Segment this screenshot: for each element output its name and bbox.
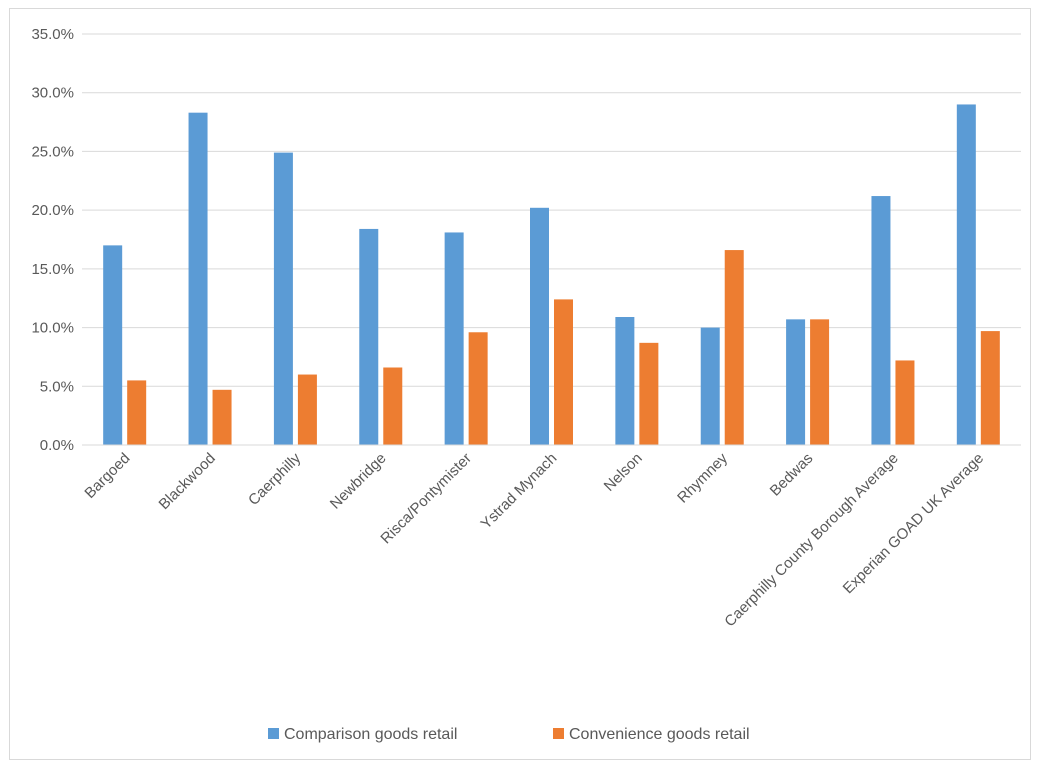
legend-swatch xyxy=(553,728,564,739)
bar-comparison xyxy=(786,319,806,445)
y-tick-label: 30.0% xyxy=(31,85,74,102)
bar-comparison xyxy=(956,104,976,445)
bar-convenience xyxy=(554,299,573,445)
x-tick-label: Risca/Pontymister xyxy=(377,450,474,547)
x-tick-label: Bargoed xyxy=(81,450,133,502)
bar-convenience xyxy=(980,331,1000,445)
y-tick-label: 35.0% xyxy=(31,26,74,43)
y-tick-label: 15.0% xyxy=(31,261,74,278)
bar-convenience xyxy=(639,342,659,445)
x-tick-label: Newbridge xyxy=(327,450,390,513)
legend-swatch xyxy=(268,728,279,739)
x-tick-label: Ystrad Mynach xyxy=(478,450,561,533)
x-tick-label: Rhymney xyxy=(674,449,731,506)
bar-chart: 0.0% 5.0% 10.0% 15.0% 20.0% 25.0% 30.0% 35.0% B… xyxy=(31,26,1021,743)
bar-convenience xyxy=(895,360,915,445)
bar-convenience xyxy=(468,332,488,445)
bar-comparison xyxy=(188,112,208,446)
chart-frame: 0.0% 5.0% 10.0% 15.0% 20.0% 25.0% 30.0% 35.0% B… xyxy=(9,8,1031,760)
y-axis-ticks: 0.0% 5.0% 10.0% 15.0% 20.0% 25.0% 30.0% 35.0% xyxy=(31,26,74,454)
bar-comparison xyxy=(444,232,464,445)
x-axis-ticks: Bargoed Blackwood Caerphilly NewbridgeRisca… xyxy=(81,449,987,630)
bar-convenience xyxy=(297,374,317,445)
bar-comparison xyxy=(871,196,891,445)
legend-label: Comparison goods retail xyxy=(284,726,457,743)
x-tick-label: Caerphilly xyxy=(245,449,305,509)
bar-comparison xyxy=(615,317,635,445)
x-tick-label: Bedwas xyxy=(767,450,817,500)
x-tick-label: Blackwood xyxy=(156,450,219,513)
bars xyxy=(103,104,1000,446)
x-tick-label: Caerphilly County Borough Average xyxy=(721,450,901,630)
bar-comparison xyxy=(273,152,293,446)
bar-comparison xyxy=(530,207,549,445)
y-tick-label: 0.0% xyxy=(40,437,74,454)
bar-convenience xyxy=(810,319,830,445)
x-tick-label: Nelson xyxy=(601,450,646,495)
bar-comparison xyxy=(103,245,123,445)
y-tick-label: 5.0% xyxy=(40,378,74,395)
y-tick-label: 20.0% xyxy=(31,202,74,219)
y-tick-label: 25.0% xyxy=(31,143,74,160)
x-tick-label: Experian GOAD UK Average xyxy=(840,450,987,597)
bar-convenience xyxy=(212,389,232,445)
bar-comparison xyxy=(700,327,720,445)
bar-convenience xyxy=(383,367,403,445)
bar-comparison xyxy=(359,228,379,445)
bar-convenience xyxy=(724,250,744,445)
bar-convenience xyxy=(127,380,147,445)
legend-label: Convenience goods retail xyxy=(569,726,750,743)
y-tick-label: 10.0% xyxy=(31,320,74,337)
legend: Comparison goods retail Convenience goods… xyxy=(268,726,750,743)
gridlines xyxy=(82,33,1021,387)
